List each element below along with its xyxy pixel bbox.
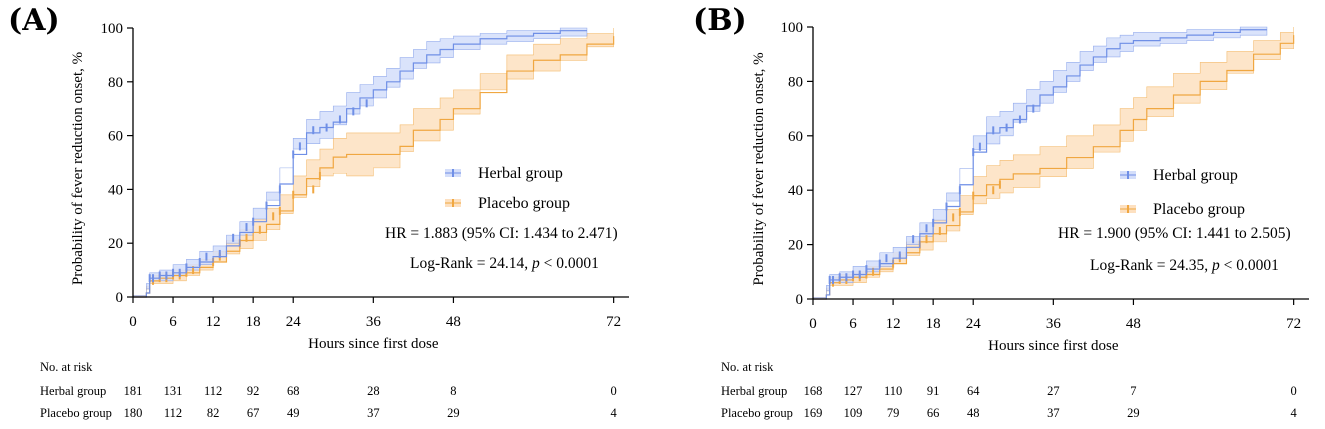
risk-row-label: Placebo group — [40, 406, 112, 420]
p-value: < 0.0001 — [1220, 257, 1279, 274]
risk-count: 29 — [447, 406, 460, 420]
hazard-ratio-text: HR = 1.883 (95% CI: 1.434 to 2.471) — [385, 225, 618, 242]
x-tick-label: 12 — [886, 316, 901, 332]
y-tick-label: 100 — [781, 20, 804, 36]
risk-count: 67 — [247, 406, 260, 420]
risk-count: 112 — [164, 406, 182, 420]
risk-count: 7 — [1130, 384, 1136, 398]
risk-count: 91 — [927, 384, 940, 398]
x-tick-label: 48 — [446, 314, 461, 330]
risk-count: 49 — [287, 406, 300, 420]
y-tick-label: 20 — [788, 238, 803, 254]
y-tick-label: 80 — [788, 74, 803, 90]
placebo-legend-label: Placebo group — [1153, 201, 1245, 218]
risk-count: 28 — [367, 384, 380, 398]
y-tick-label: 40 — [788, 183, 803, 199]
risk-count: 66 — [927, 406, 940, 420]
log-rank-text: Log-Rank = 24.35, p < 0.0001 — [1090, 257, 1279, 274]
risk-count: 131 — [164, 384, 183, 398]
risk-count: 4 — [1291, 406, 1298, 420]
x-tick-label: 48 — [1126, 316, 1141, 332]
p-symbol: p — [1211, 257, 1220, 274]
panel-label: (B) — [693, 3, 747, 38]
y-tick-label: 80 — [108, 75, 123, 91]
x-tick-label: 6 — [169, 314, 177, 330]
risk-count: 110 — [884, 384, 902, 398]
x-axis-title: Hours since first dose — [988, 338, 1119, 354]
risk-table-title: No. at risk — [40, 360, 93, 374]
risk-count: 27 — [1047, 384, 1060, 398]
y-tick-label: 20 — [108, 236, 123, 252]
risk-count: 82 — [207, 406, 220, 420]
placebo-legend-label: Placebo group — [478, 195, 570, 212]
risk-count: 168 — [804, 384, 823, 398]
log-rank-value: Log-Rank = 24.35, — [1090, 257, 1212, 274]
y-tick-label: 60 — [788, 129, 803, 145]
x-tick-label: 0 — [809, 316, 817, 332]
x-tick-label: 18 — [926, 316, 941, 332]
panel-label: (A) — [8, 3, 60, 38]
y-tick-label: 0 — [116, 290, 124, 306]
risk-count: 68 — [287, 384, 300, 398]
p-value: < 0.0001 — [540, 255, 599, 272]
hazard-ratio-text: HR = 1.900 (95% CI: 1.441 to 2.505) — [1058, 225, 1291, 242]
x-tick-label: 36 — [1046, 316, 1062, 332]
y-tick-label: 60 — [108, 129, 123, 145]
risk-count: 37 — [1047, 406, 1060, 420]
risk-table-title: No. at risk — [721, 360, 774, 374]
risk-count: 180 — [124, 406, 143, 420]
y-axis-title: Probability of fever reduction onset, % — [70, 52, 86, 285]
x-tick-label: 12 — [206, 314, 221, 330]
x-tick-label: 72 — [606, 314, 621, 330]
y-axis-title: Probability of fever reduction onset, % — [751, 52, 767, 285]
x-tick-label: 72 — [1286, 316, 1301, 332]
x-tick-label: 0 — [129, 314, 137, 330]
risk-count: 4 — [611, 406, 618, 420]
risk-count: 79 — [887, 406, 900, 420]
risk-count: 0 — [611, 384, 617, 398]
y-tick-label: 0 — [796, 292, 804, 308]
x-axis-title: Hours since first dose — [308, 336, 439, 352]
risk-count: 92 — [247, 384, 260, 398]
risk-count: 112 — [204, 384, 222, 398]
risk-count: 64 — [967, 384, 980, 398]
risk-count: 109 — [844, 406, 863, 420]
risk-count: 0 — [1291, 384, 1297, 398]
x-tick-label: 24 — [286, 314, 302, 330]
y-tick-label: 40 — [108, 182, 123, 198]
log-rank-text: Log-Rank = 24.14, p < 0.0001 — [410, 255, 599, 272]
y-tick-label: 100 — [101, 21, 124, 37]
x-tick-label: 18 — [246, 314, 261, 330]
risk-row-label: Herbal group — [40, 384, 106, 398]
herbal-legend-label: Herbal group — [478, 165, 563, 182]
log-rank-value: Log-Rank = 24.14, — [410, 255, 532, 272]
p-symbol: p — [531, 255, 540, 272]
risk-count: 127 — [844, 384, 863, 398]
risk-row-label: Herbal group — [721, 384, 787, 398]
x-tick-label: 24 — [966, 316, 982, 332]
risk-count: 29 — [1127, 406, 1140, 420]
risk-row-label: Placebo group — [721, 406, 793, 420]
risk-count: 37 — [367, 406, 380, 420]
x-tick-label: 36 — [366, 314, 382, 330]
risk-count: 48 — [967, 406, 980, 420]
risk-count: 8 — [450, 384, 456, 398]
risk-count: 169 — [804, 406, 823, 420]
herbal-legend-label: Herbal group — [1153, 167, 1238, 184]
x-tick-label: 6 — [849, 316, 857, 332]
risk-count: 181 — [124, 384, 143, 398]
